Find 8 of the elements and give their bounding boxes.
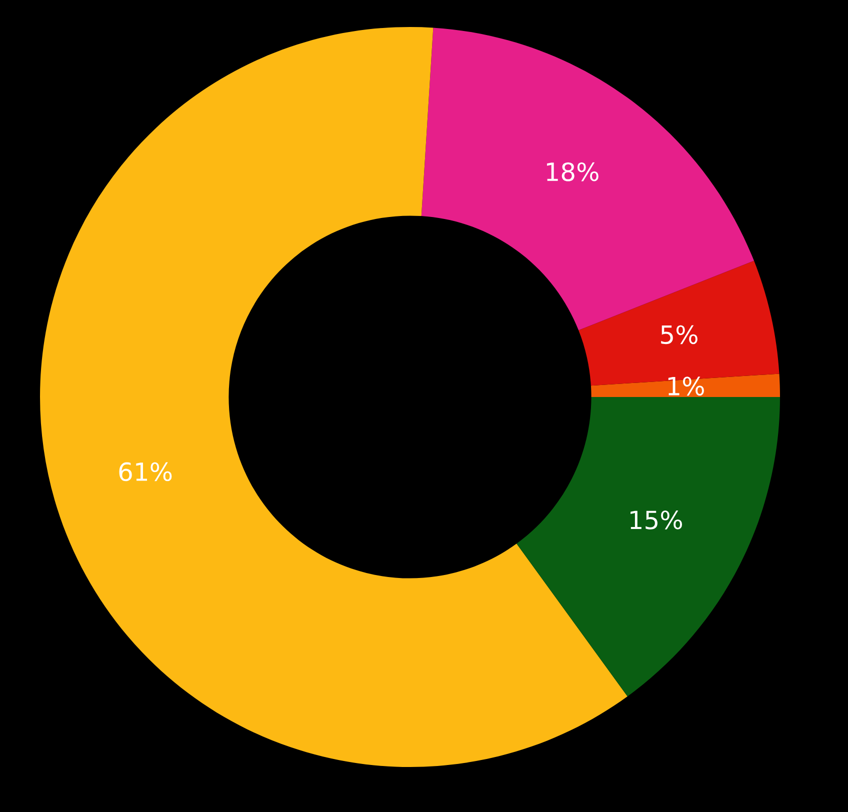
donut-slice [516, 397, 780, 696]
donut-slice [40, 27, 628, 767]
data-label: 5% [661, 325, 698, 344]
data-label: 1% [668, 376, 704, 396]
data-label: 61% [119, 462, 172, 482]
data-label: 15% [630, 510, 682, 530]
data-label: 18% [546, 162, 598, 182]
donut-slice [590, 374, 780, 397]
